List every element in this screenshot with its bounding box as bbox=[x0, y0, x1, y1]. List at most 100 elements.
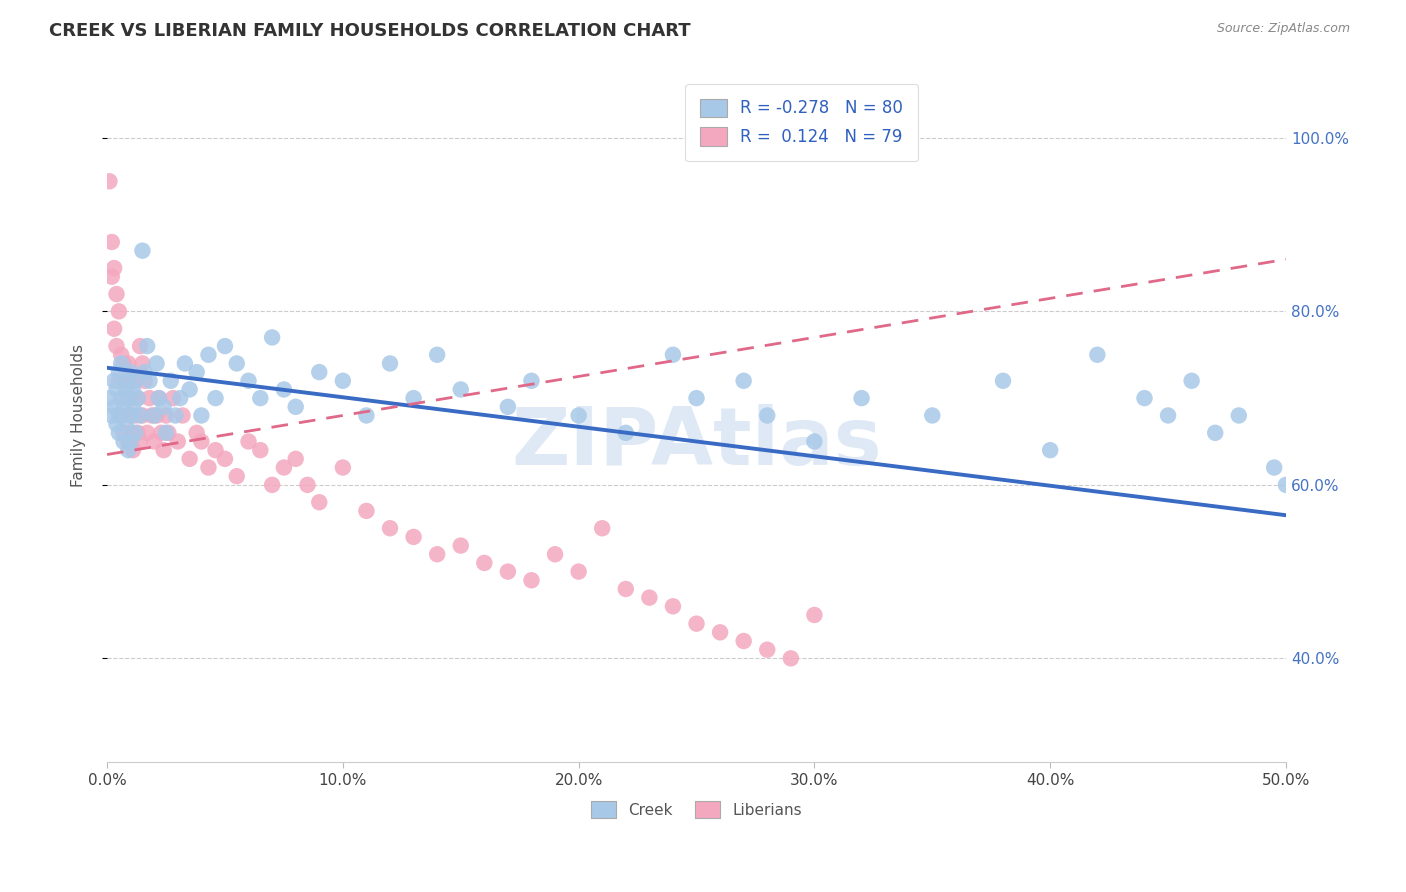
Y-axis label: Family Households: Family Households bbox=[72, 344, 86, 487]
Point bbox=[779, 651, 801, 665]
Point bbox=[851, 391, 873, 405]
Point bbox=[273, 383, 295, 397]
Point bbox=[214, 451, 236, 466]
Point bbox=[131, 409, 153, 423]
Point bbox=[733, 374, 755, 388]
Point bbox=[115, 374, 138, 388]
Point bbox=[614, 425, 637, 440]
Point bbox=[402, 391, 425, 405]
Point bbox=[186, 425, 208, 440]
Point bbox=[662, 348, 685, 362]
Point bbox=[110, 356, 132, 370]
Point bbox=[105, 287, 128, 301]
Point bbox=[120, 391, 142, 405]
Point bbox=[127, 391, 149, 405]
Point bbox=[105, 417, 128, 432]
Point bbox=[105, 339, 128, 353]
Point bbox=[225, 356, 247, 370]
Point bbox=[991, 374, 1014, 388]
Point bbox=[496, 400, 519, 414]
Point bbox=[120, 434, 142, 449]
Point bbox=[172, 409, 194, 423]
Point bbox=[1227, 409, 1250, 423]
Point bbox=[638, 591, 661, 605]
Point bbox=[143, 434, 166, 449]
Point bbox=[103, 260, 125, 275]
Point bbox=[308, 495, 330, 509]
Point bbox=[1204, 425, 1226, 440]
Point bbox=[249, 443, 271, 458]
Point bbox=[1181, 374, 1204, 388]
Point bbox=[122, 383, 145, 397]
Point bbox=[117, 443, 139, 458]
Point bbox=[1275, 478, 1298, 492]
Point bbox=[197, 460, 219, 475]
Point bbox=[103, 322, 125, 336]
Point bbox=[520, 374, 543, 388]
Point bbox=[238, 374, 260, 388]
Point bbox=[108, 425, 131, 440]
Point bbox=[249, 391, 271, 405]
Point bbox=[120, 409, 142, 423]
Point bbox=[1085, 348, 1108, 362]
Point bbox=[204, 443, 226, 458]
Point bbox=[568, 565, 591, 579]
Point bbox=[520, 574, 543, 588]
Point bbox=[112, 400, 135, 414]
Point bbox=[496, 565, 519, 579]
Point bbox=[262, 478, 284, 492]
Point bbox=[162, 391, 184, 405]
Point bbox=[145, 356, 167, 370]
Point bbox=[108, 409, 131, 423]
Point bbox=[124, 374, 146, 388]
Point bbox=[101, 409, 124, 423]
Point bbox=[378, 521, 401, 535]
Point bbox=[450, 383, 472, 397]
Point bbox=[426, 348, 449, 362]
Point bbox=[186, 365, 208, 379]
Point bbox=[120, 365, 142, 379]
Point bbox=[143, 409, 166, 423]
Point bbox=[1133, 391, 1156, 405]
Point bbox=[117, 434, 139, 449]
Point bbox=[145, 409, 167, 423]
Point bbox=[402, 530, 425, 544]
Point bbox=[225, 469, 247, 483]
Point bbox=[112, 434, 135, 449]
Point bbox=[98, 391, 121, 405]
Point bbox=[165, 409, 187, 423]
Point bbox=[1263, 460, 1285, 475]
Point bbox=[122, 443, 145, 458]
Point bbox=[131, 244, 153, 258]
Point bbox=[190, 434, 212, 449]
Point bbox=[157, 425, 180, 440]
Point bbox=[169, 391, 191, 405]
Point bbox=[112, 425, 135, 440]
Point bbox=[117, 356, 139, 370]
Point bbox=[450, 539, 472, 553]
Point bbox=[356, 409, 378, 423]
Point bbox=[103, 400, 125, 414]
Point bbox=[803, 607, 825, 622]
Point bbox=[129, 409, 152, 423]
Point bbox=[124, 409, 146, 423]
Point bbox=[685, 391, 707, 405]
Point bbox=[150, 425, 173, 440]
Point bbox=[166, 434, 188, 449]
Point bbox=[115, 383, 138, 397]
Point bbox=[921, 409, 943, 423]
Point bbox=[138, 391, 160, 405]
Point bbox=[101, 269, 124, 284]
Point bbox=[115, 417, 138, 432]
Point bbox=[136, 339, 159, 353]
Point bbox=[129, 339, 152, 353]
Point bbox=[136, 425, 159, 440]
Point bbox=[105, 383, 128, 397]
Point bbox=[179, 451, 201, 466]
Point bbox=[756, 409, 779, 423]
Point bbox=[284, 400, 307, 414]
Point bbox=[122, 374, 145, 388]
Point bbox=[297, 478, 319, 492]
Point bbox=[709, 625, 731, 640]
Point bbox=[148, 391, 170, 405]
